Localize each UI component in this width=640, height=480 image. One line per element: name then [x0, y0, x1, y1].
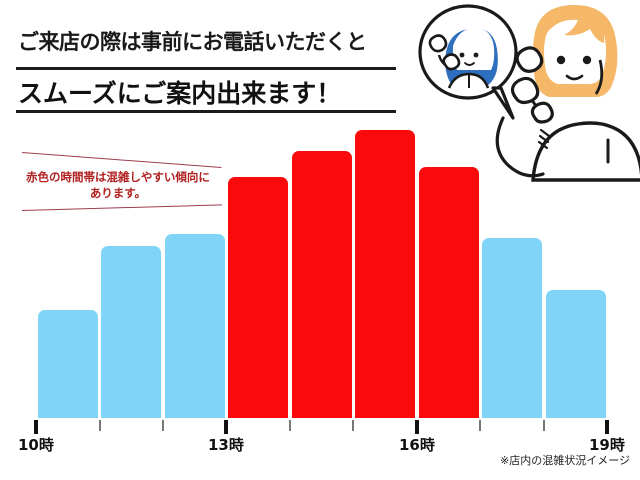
bar-busy-6 [419, 167, 479, 418]
axis-tick-label-16時: 16時 [399, 436, 435, 454]
bar-quiet-0 [38, 310, 98, 418]
bar-quiet-8 [546, 290, 606, 418]
axis-tick-label-19時: 19時 [589, 436, 625, 454]
axis-tick-6 [415, 420, 419, 434]
bar-quiet-2 [165, 234, 225, 418]
bar-quiet-7 [482, 238, 542, 418]
axis-tick-9 [605, 420, 609, 434]
axis-tick-label-10時: 10時 [18, 436, 54, 454]
annotation-block: 赤色の時間帯は混雑しやすい傾向に あります。 [8, 170, 228, 201]
customer-avatar-icon [495, 4, 640, 182]
bar-quiet-1 [101, 246, 161, 418]
phone-illustration-svg [418, 4, 640, 182]
bar-busy-3 [228, 177, 288, 418]
axis-tick-label-13時: 13時 [208, 436, 244, 454]
bar-busy-4 [292, 151, 352, 418]
axis-tick-7 [479, 420, 481, 431]
customer-handset-icon [495, 46, 554, 178]
axis-tick-0 [34, 420, 38, 434]
axis-tick-8 [543, 420, 545, 431]
annotation-line-1: 赤色の時間帯は混雑しやすい傾向に [26, 170, 210, 184]
headline-line-1: ご来店の際は事前にお電話いただくと [18, 30, 367, 54]
headline-line-2: スムーズにご案内出来ます！ [18, 79, 342, 108]
bar-busy-5 [355, 130, 415, 418]
annotation-line-2: あります。 [89, 185, 147, 200]
axis-tick-2 [162, 420, 164, 431]
axis-tick-5 [352, 420, 354, 431]
axis-tick-4 [289, 420, 291, 431]
staff-avatar-icon [428, 28, 498, 89]
headline-rule-top [16, 67, 396, 70]
staff-handset-icon [428, 34, 461, 71]
axis-tick-1 [99, 420, 101, 431]
axis-tick-3 [224, 420, 228, 434]
phone-illustration [415, 0, 640, 200]
chart-footnote: ※店内の混雑状況イメージ [500, 454, 630, 467]
headline-rule-bottom [16, 110, 396, 113]
